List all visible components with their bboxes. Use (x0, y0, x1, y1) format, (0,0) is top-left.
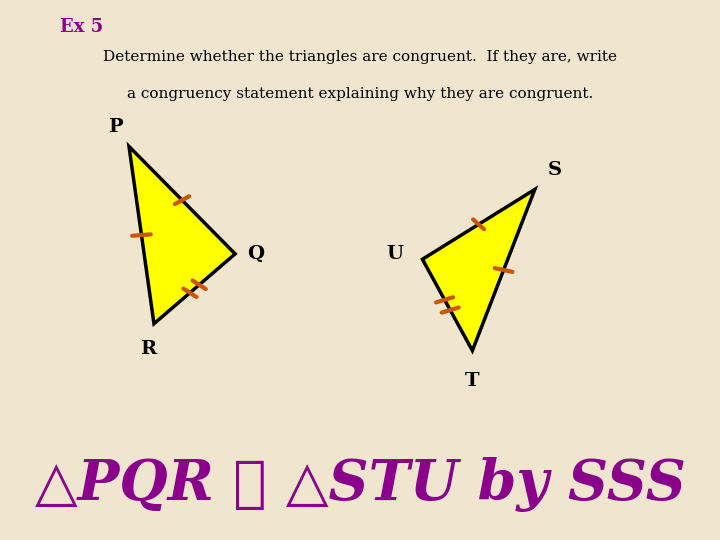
Text: Determine whether the triangles are congruent.  If they are, write: Determine whether the triangles are cong… (103, 50, 617, 64)
Text: Ex 5: Ex 5 (60, 17, 104, 36)
Text: R: R (140, 340, 156, 358)
Text: U: U (387, 245, 404, 263)
Text: a congruency statement explaining why they are congruent.: a congruency statement explaining why th… (127, 87, 593, 102)
Text: T: T (465, 372, 480, 390)
Polygon shape (423, 190, 535, 350)
Text: △PQR ≅ △STU by SSS: △PQR ≅ △STU by SSS (35, 457, 685, 512)
Text: Q: Q (248, 245, 265, 263)
Polygon shape (129, 146, 235, 323)
Text: P: P (108, 118, 122, 136)
Text: S: S (547, 161, 562, 179)
